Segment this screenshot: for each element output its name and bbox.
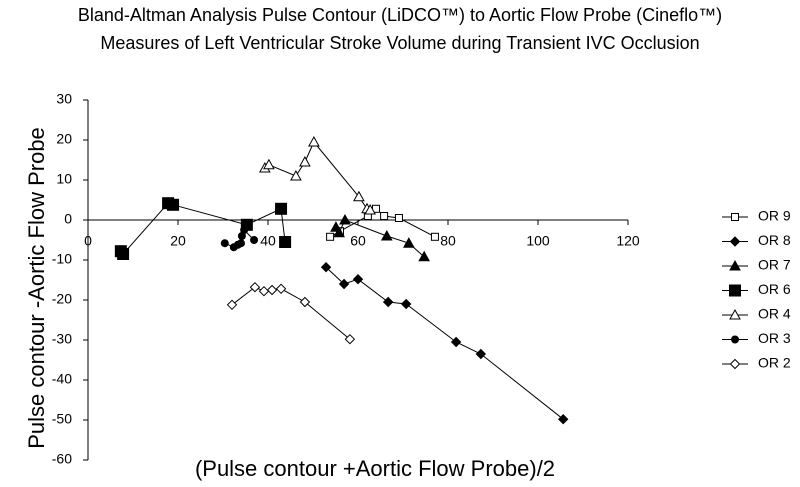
point — [308, 135, 320, 147]
x-axis-label: (Pulse contour +Aortic Flow Probe)/2 — [195, 456, 555, 481]
point — [117, 248, 130, 260]
legend-marker — [731, 335, 739, 344]
point — [352, 273, 364, 285]
y-tick-label: 20 — [56, 131, 72, 147]
point — [338, 278, 350, 290]
point — [167, 198, 180, 211]
point — [258, 285, 270, 297]
point — [275, 283, 287, 295]
y-tick-label: -40 — [52, 371, 72, 387]
point — [557, 413, 569, 425]
point — [353, 190, 365, 202]
point — [299, 296, 311, 308]
point — [380, 229, 393, 241]
point — [275, 202, 288, 215]
point — [430, 232, 439, 241]
x-tick-label: 80 — [440, 233, 456, 249]
legend-label: OR 3 — [758, 330, 791, 346]
legend-label: OR 6 — [758, 281, 791, 297]
point — [344, 333, 356, 345]
point — [290, 169, 302, 181]
legend-label: OR 4 — [758, 306, 791, 322]
point — [240, 226, 249, 234]
point — [418, 250, 430, 262]
point — [400, 298, 412, 310]
y-tick-label: -10 — [52, 251, 72, 267]
y-tick-label: -20 — [52, 291, 72, 307]
series-line — [231, 286, 351, 340]
point — [249, 281, 261, 293]
point — [266, 284, 278, 296]
point — [394, 214, 403, 222]
y-tick-label: 10 — [56, 171, 72, 187]
legend-label: OR 8 — [758, 232, 791, 248]
x-tick-label: 60 — [350, 233, 366, 249]
chart-title: Measures of Left Ventricular Stroke Volu… — [100, 33, 699, 53]
legend-label: OR 9 — [758, 208, 791, 224]
legend-marker — [729, 259, 741, 271]
legend-marker — [729, 236, 741, 247]
x-tick-label: 100 — [526, 233, 550, 249]
y-tick-label: 0 — [64, 211, 72, 227]
point — [403, 237, 415, 248]
point — [450, 336, 462, 348]
point — [263, 158, 275, 170]
y-axis-label: Pulse contour -Aortic Flow Probe — [24, 127, 49, 449]
point — [380, 212, 389, 220]
y-tick-label: -50 — [52, 411, 72, 427]
x-tick-label: 40 — [260, 233, 276, 249]
y-tick-label: -60 — [52, 451, 72, 467]
point — [250, 236, 259, 244]
x-tick-label: 0 — [84, 233, 92, 249]
point — [279, 236, 292, 248]
point — [320, 261, 332, 273]
point — [475, 348, 487, 360]
point — [226, 299, 238, 311]
legend-marker — [731, 213, 739, 221]
point — [339, 213, 351, 225]
series-line — [335, 219, 425, 258]
point — [364, 203, 376, 215]
point — [326, 232, 335, 241]
series-line — [325, 266, 564, 420]
point — [237, 239, 245, 248]
x-tick-label: 20 — [170, 233, 186, 249]
legend-marker — [729, 284, 741, 297]
point — [299, 155, 311, 167]
y-tick-label: -30 — [52, 331, 72, 347]
x-tick-label: 120 — [616, 233, 640, 249]
chart-title: Bland-Altman Analysis Pulse Contour (LiD… — [78, 5, 722, 25]
legend-label: OR 2 — [758, 355, 791, 371]
point — [333, 226, 345, 238]
point — [220, 239, 229, 248]
legend-label: OR 7 — [758, 257, 791, 273]
legend-marker — [729, 358, 741, 370]
y-tick-label: 30 — [56, 91, 72, 107]
legend-marker — [729, 308, 741, 320]
point — [382, 296, 394, 308]
